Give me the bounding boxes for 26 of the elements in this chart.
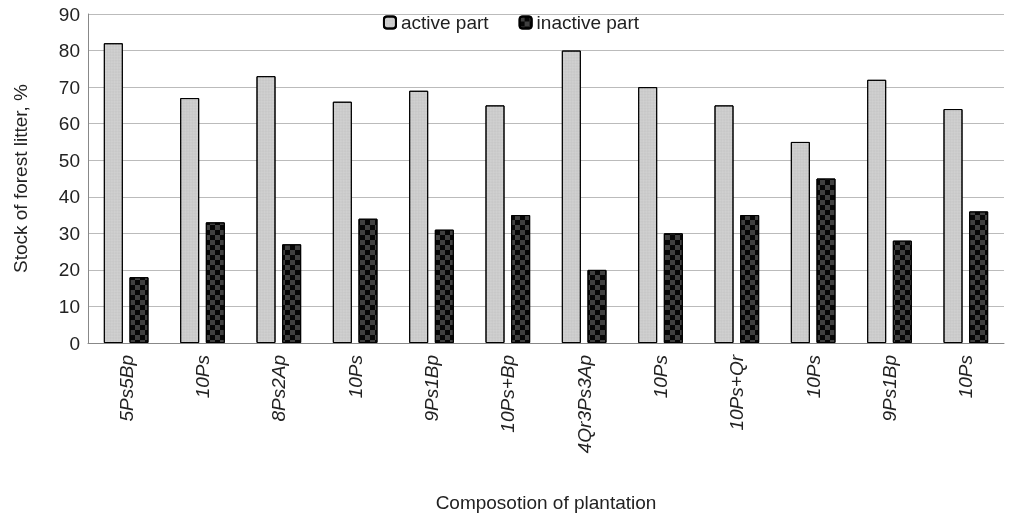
y-tick-label: 50 [58,149,80,171]
x-tick-label: 10Ps [192,354,213,399]
legend-label: inactive part [536,12,640,33]
y-axis-title: Stock of forest litter, % [10,83,31,274]
y-tick-label: 70 [58,76,80,98]
x-tick-label: 10Ps [802,354,824,399]
y-tick-label: 10 [58,295,80,317]
x-tick-label: 10Ps+Qr [726,354,748,431]
x-tick-label: 10Ps [955,354,977,399]
y-tick-label: 0 [69,332,80,354]
x-tick-label: 9Ps1Bp [421,355,442,422]
x-tick-label: 9Ps1Bp [879,355,900,422]
x-axis-title: Composotion of plantation [435,492,657,513]
y-tick-label: 20 [58,259,80,281]
x-tick-label: 5Ps5Bp [115,355,137,422]
legend-label: active part [400,12,490,33]
x-tick-label: 4Qr3Ps3Ap [573,355,595,454]
y-tick-label: 30 [58,222,80,244]
y-tick-label: 80 [58,40,80,62]
y-tick-label: 40 [58,186,80,208]
x-tick-label: 10Ps [344,354,366,399]
x-tick-label: 8Ps2Ap [268,355,290,422]
x-tick-label: 10Ps+Bp [497,355,519,433]
y-tick-label: 90 [58,3,80,25]
y-tick-label: 60 [58,113,80,135]
x-tick-label: 10Ps [650,354,671,399]
